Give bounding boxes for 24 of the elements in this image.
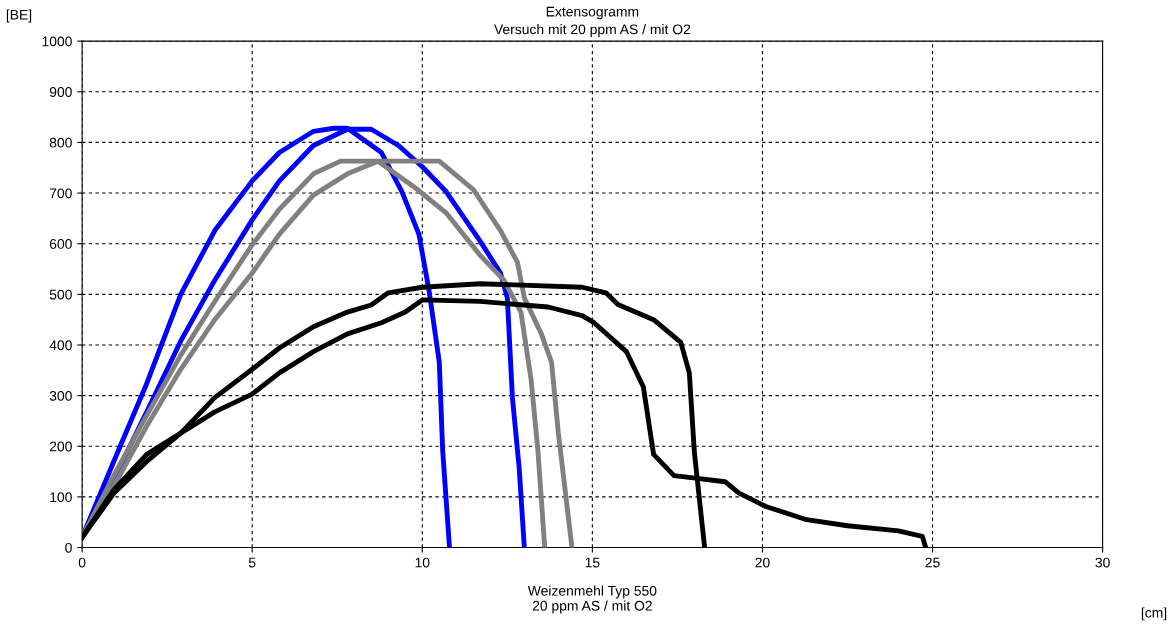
y-tick-label: 900	[49, 87, 72, 97]
chart-subtitle: Versuch mit 20 ppm AS / mit O2	[494, 24, 691, 37]
y-tick-label: 200	[49, 441, 72, 452]
y-tick-label: 1000	[42, 36, 72, 47]
y-tick-label: 800	[49, 137, 72, 148]
y-tick-label: 0	[65, 542, 72, 553]
text: Weizenmehl Typ 550	[527, 585, 657, 599]
y-axis-title: [BE]	[6, 9, 32, 23]
y-tick-label: 700	[49, 188, 72, 199]
y-tick-label: 300	[49, 390, 72, 401]
x-axis-title: [cm]	[1141, 607, 1167, 621]
text: 20 ppm AS / mit O2	[532, 600, 652, 614]
y-tick-label: 100	[50, 492, 72, 503]
x-tick-label: 20	[755, 557, 770, 568]
x-tick-label: 0	[78, 557, 86, 568]
chart-title: Extensogramm	[546, 6, 639, 20]
x-tick-label: 10	[415, 557, 430, 568]
y-tick-label: 500	[49, 289, 72, 300]
x-tick-label: 15	[585, 557, 600, 568]
y-tick-label: 400	[49, 340, 72, 351]
x-tick-label: 25	[925, 557, 940, 568]
x-tick-label: 30	[1095, 557, 1110, 568]
y-tick-label: 600	[49, 239, 72, 249]
x-tick-label: 5	[248, 557, 256, 568]
